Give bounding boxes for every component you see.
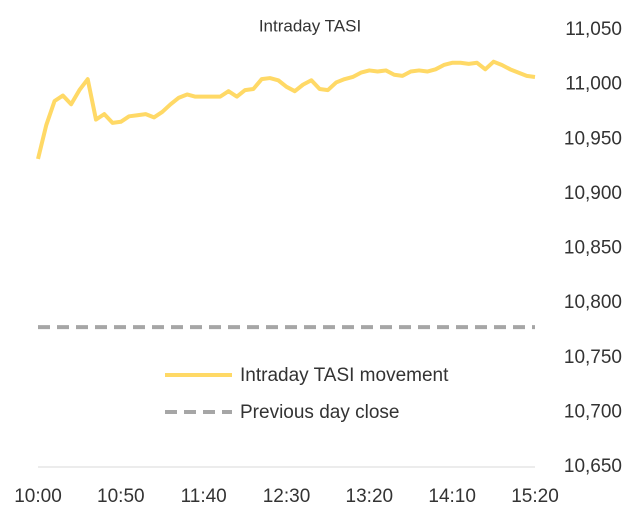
y-tick-label: 10,750 xyxy=(564,347,622,368)
chart-title: Intraday TASI xyxy=(259,16,361,35)
y-tick-label: 10,900 xyxy=(564,183,622,204)
y-tick-label: 10,950 xyxy=(564,128,622,149)
legend-label: Previous day close xyxy=(240,402,399,423)
y-tick-label: 10,650 xyxy=(564,456,622,477)
x-tick-label: 10:00 xyxy=(14,486,62,507)
x-tick-label: 14:10 xyxy=(428,486,476,507)
x-tick-label: 12:30 xyxy=(263,486,311,507)
x-tick-label: 11:40 xyxy=(181,486,227,507)
x-tick-label: 15:20 xyxy=(511,486,559,507)
y-tick-label: 11,000 xyxy=(565,74,622,95)
series-line xyxy=(36,59,536,160)
y-tick-label: 10,700 xyxy=(564,401,622,422)
x-tick-label: 13:20 xyxy=(346,486,394,507)
legend-label: Intraday TASI movement xyxy=(240,365,449,386)
y-tick-label: 10,850 xyxy=(564,238,622,259)
y-tick-label: 11,050 xyxy=(565,19,622,40)
y-tick-label: 10,800 xyxy=(564,292,622,313)
x-tick-label: 10:50 xyxy=(97,486,145,507)
